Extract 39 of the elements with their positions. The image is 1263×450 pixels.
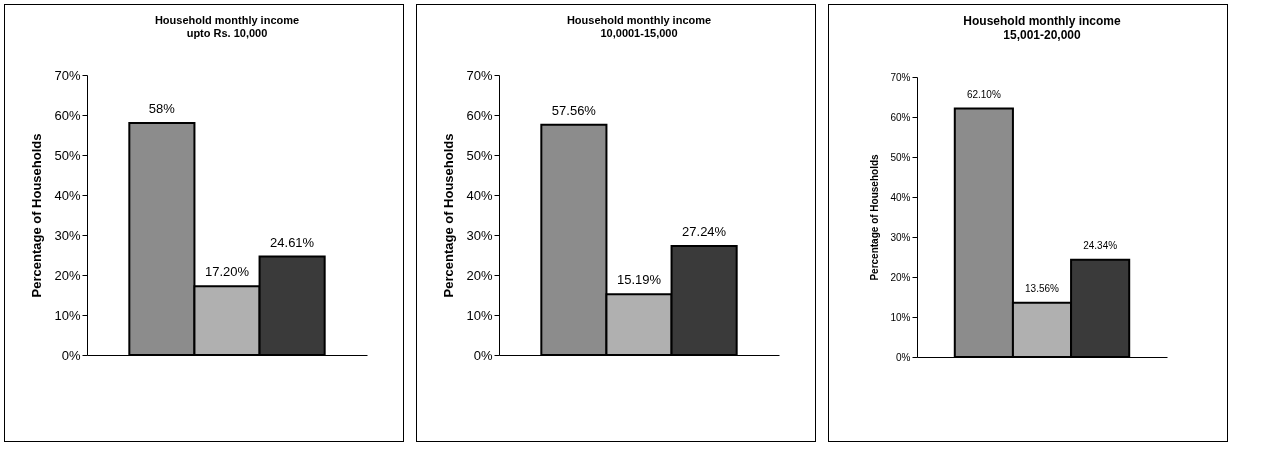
y-tick-label: 50% [466, 147, 493, 163]
y-axis-title: Percentage of Households [441, 133, 457, 298]
y-tick-label: 20% [466, 267, 493, 283]
y-tick-label: 50% [54, 147, 81, 163]
data-label: 24.34% [1083, 239, 1118, 251]
chart-title: Household monthly income 15,001-20,000 [963, 14, 1121, 42]
y-tick-label: 40% [466, 187, 493, 203]
y-tick-label: 30% [54, 227, 81, 243]
y-tick-label: 50% [890, 151, 911, 163]
data-label: 13.56% [1025, 282, 1060, 294]
y-tick-label: 70% [54, 67, 81, 83]
y-tick-label: 70% [890, 71, 911, 83]
y-tick-label: 10% [54, 307, 81, 323]
y-tick-label: 40% [890, 191, 911, 203]
y-tick-label: 0% [473, 347, 493, 363]
y-tick-label: 70% [466, 67, 493, 83]
y-tick-label: 40% [54, 187, 81, 203]
y-tick-label: 30% [890, 231, 911, 243]
y-tick-label: 60% [890, 111, 911, 123]
data-label: 27.24% [682, 224, 727, 240]
data-label: 57.56% [551, 102, 597, 118]
y-tick-label: 0% [896, 351, 911, 363]
data-label: 17.20% [204, 264, 250, 280]
chart-title: Household monthly income upto Rs. 10,000 [154, 14, 300, 39]
y-tick-label: 60% [466, 107, 493, 123]
chart-title: Household monthly income 10,0001-15,000 [566, 14, 712, 39]
y-tick-label: 10% [466, 307, 493, 323]
data-label: 58% [148, 101, 176, 116]
y-tick-label: 30% [466, 227, 493, 243]
y-axis-title: Percentage of Households [29, 133, 45, 298]
y-tick-label: 20% [54, 267, 81, 283]
y-tick-label: 20% [890, 271, 911, 283]
y-tick-label: 10% [890, 311, 911, 323]
y-axis-title: Percentage of Households [869, 153, 881, 281]
y-tick-label: 0% [61, 347, 81, 363]
data-label: 24.61% [270, 234, 315, 250]
data-label: 15.19% [616, 272, 662, 288]
y-tick-label: 60% [54, 107, 81, 123]
data-label: 62.10% [966, 88, 1001, 100]
